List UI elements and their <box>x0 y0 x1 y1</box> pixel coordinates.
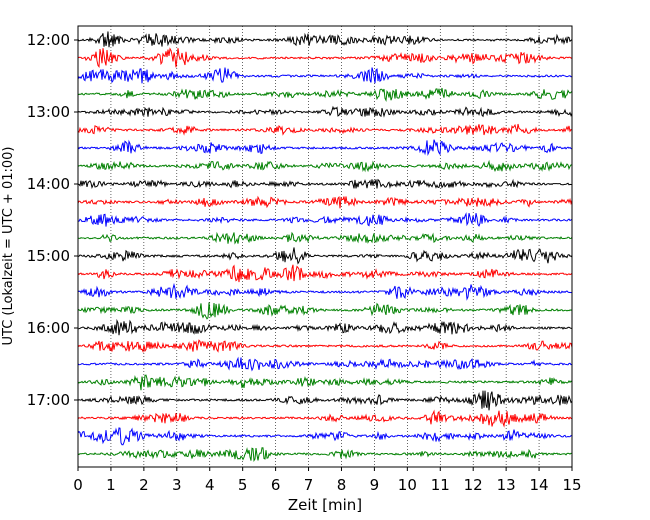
x-tick-label: 1 <box>106 476 116 494</box>
x-tick-label: 7 <box>304 476 314 494</box>
trace-1500 <box>77 247 573 265</box>
x-tick-label: 12 <box>464 476 483 494</box>
trace-1315 <box>77 123 573 136</box>
trace-1600 <box>77 318 573 336</box>
trace-1445 <box>78 231 573 245</box>
x-tick-label: 3 <box>172 476 182 494</box>
y-tick-label: 12:00 <box>27 31 70 49</box>
plot-frame <box>77 25 573 468</box>
trace-1515 <box>77 264 573 283</box>
y-tick-label: 14:00 <box>27 175 70 193</box>
trace-1300 <box>77 105 573 118</box>
trace-1545 <box>77 302 573 320</box>
trace-1700 <box>77 390 573 411</box>
y-tick-label: 15:00 <box>27 247 70 265</box>
y-axis: 12:00 13:00 14:00 15:00 16:00 17:00 <box>27 31 78 409</box>
x-tick-label: 6 <box>271 476 281 494</box>
trace-1245 <box>77 87 573 103</box>
x-tick-label: 10 <box>398 476 417 494</box>
trace-1615 <box>77 339 573 354</box>
trace-1200 <box>77 31 573 48</box>
trace-group <box>77 31 573 462</box>
trace-1530 <box>77 282 573 301</box>
x-tick-label: 8 <box>337 476 347 494</box>
y-tick-label: 17:00 <box>27 391 70 409</box>
x-tick-label: 14 <box>530 476 549 494</box>
trace-1230 <box>77 67 573 84</box>
y-axis-label: UTC (Lokalzeit = UTC + 01:00) <box>1 147 16 346</box>
x-axis: 0 1 2 3 4 5 6 7 8 9 10 11 12 13 14 15 <box>73 467 582 494</box>
trace-1400 <box>77 178 573 190</box>
trace-1345 <box>77 159 573 173</box>
trace-1715 <box>77 409 573 428</box>
x-tick-label: 0 <box>73 476 83 494</box>
trace-1630 <box>77 356 573 372</box>
x-tick-label: 2 <box>139 476 149 494</box>
y-tick-label: 16:00 <box>27 319 70 337</box>
x-tick-label: 5 <box>238 476 248 494</box>
x-tick-label: 9 <box>370 476 380 494</box>
x-axis-label: Zeit [min] <box>288 496 362 514</box>
trace-1730 <box>77 427 573 446</box>
trace-1415 <box>77 195 573 209</box>
trace-1430 <box>77 212 573 227</box>
x-tick-label: 15 <box>562 476 581 494</box>
trace-1745 <box>77 447 573 462</box>
trace-1645 <box>77 374 573 391</box>
trace-1330 <box>77 139 573 156</box>
trace-1215 <box>77 47 573 69</box>
y-tick-label: 13:00 <box>27 103 70 121</box>
x-tick-label: 11 <box>431 476 450 494</box>
x-tick-label: 13 <box>497 476 516 494</box>
x-tick-label: 4 <box>205 476 215 494</box>
